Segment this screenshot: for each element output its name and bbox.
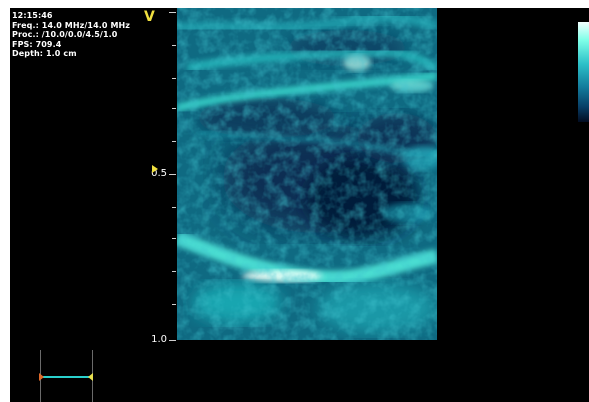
b-mode-image xyxy=(177,8,437,340)
caliper-measurement-icon[interactable] xyxy=(36,350,96,402)
caliper-left-arrow-icon[interactable] xyxy=(39,373,44,381)
depth-tick xyxy=(172,207,176,208)
caliper-span-line xyxy=(43,376,89,378)
acquisition-info-panel: 12:15:46 Freq.: 14.0 MHz/14.0 MHz Proc.:… xyxy=(12,11,130,59)
fps-readout: FPS: 709.4 xyxy=(12,39,62,49)
depth-tick xyxy=(172,304,176,305)
depth-tick xyxy=(169,12,176,13)
triangle-right-icon[interactable] xyxy=(152,165,158,173)
depth-readout: Depth: 1.0 cm xyxy=(12,49,77,58)
frequency-readout: Freq.: 14.0 MHz/14.0 MHz xyxy=(12,20,131,30)
depth-tick xyxy=(172,271,176,272)
time-readout: 12:15:46 xyxy=(12,11,53,20)
depth-tick xyxy=(172,78,176,79)
ultrasound-screen: 12:15:46 Freq.: 14.0 MHz/14.0 MHz Proc.:… xyxy=(10,8,589,402)
ultrasound-image[interactable] xyxy=(177,8,437,340)
depth-tick xyxy=(172,45,176,46)
depth-label-half: 0.5 xyxy=(151,168,167,179)
grayscale-map-bar xyxy=(578,22,589,122)
depth-label-full: 1.0 xyxy=(151,334,167,345)
depth-tick xyxy=(169,340,176,341)
depth-tick xyxy=(172,238,176,239)
depth-tick xyxy=(172,108,176,109)
processing-readout: Proc.: /10.0/0.0/4.5/1.0 xyxy=(12,30,118,39)
depth-tick xyxy=(172,141,176,142)
orientation-marker: V xyxy=(144,9,155,25)
depth-tick xyxy=(169,174,176,175)
depth-scale: 0.5 1.0 xyxy=(150,8,176,402)
caliper-right-arrow-icon[interactable] xyxy=(88,373,93,381)
